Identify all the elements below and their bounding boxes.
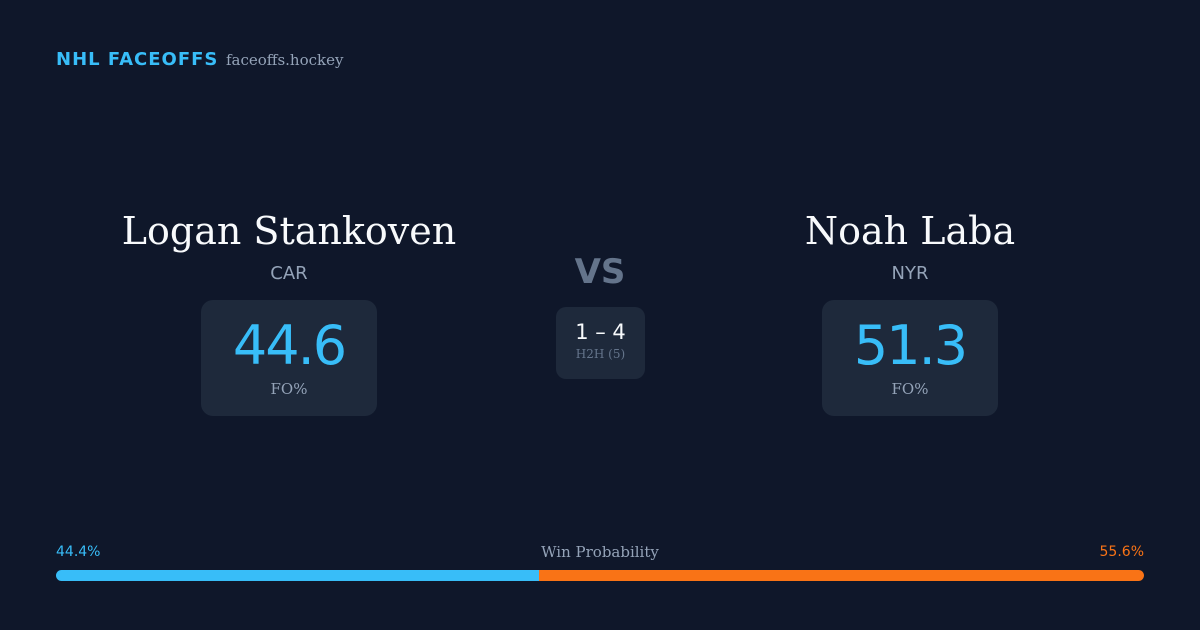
brand: NHL FACEOFFS xyxy=(56,49,219,70)
player-left: Logan Stankoven CAR 44.6 FO% xyxy=(39,205,539,416)
fo-value: 44.6 xyxy=(232,314,347,377)
win-prob-segment xyxy=(539,570,1144,581)
win-prob-segment xyxy=(56,570,540,581)
player-right: Noah Laba NYR 51.3 FO% xyxy=(660,205,1160,416)
site: faceoffs.hockey xyxy=(226,51,344,69)
stat-box: 44.6 FO% xyxy=(200,300,378,416)
h2h-score: 1 – 4 xyxy=(575,320,626,344)
team: NYR xyxy=(891,263,929,284)
stat-box: 51.3 FO% xyxy=(821,300,999,416)
win-prob-left: 44.4% xyxy=(56,544,101,560)
h2h-label: H2H (5) xyxy=(575,347,626,361)
player-name: Noah Laba xyxy=(804,209,1016,253)
win-prob-right: 55.6% xyxy=(1099,544,1144,560)
fo-label: FO% xyxy=(270,380,308,398)
win-prob-title: Win Probability xyxy=(541,543,659,561)
player-name: Logan Stankoven xyxy=(121,209,457,253)
win-prob-bar xyxy=(56,570,1144,581)
h2h-box: 1 – 4 H2H (5) xyxy=(556,307,645,379)
vs: VS xyxy=(574,252,626,292)
fo-value: 51.3 xyxy=(853,314,968,377)
team: CAR xyxy=(270,263,308,284)
fo-label: FO% xyxy=(891,380,929,398)
